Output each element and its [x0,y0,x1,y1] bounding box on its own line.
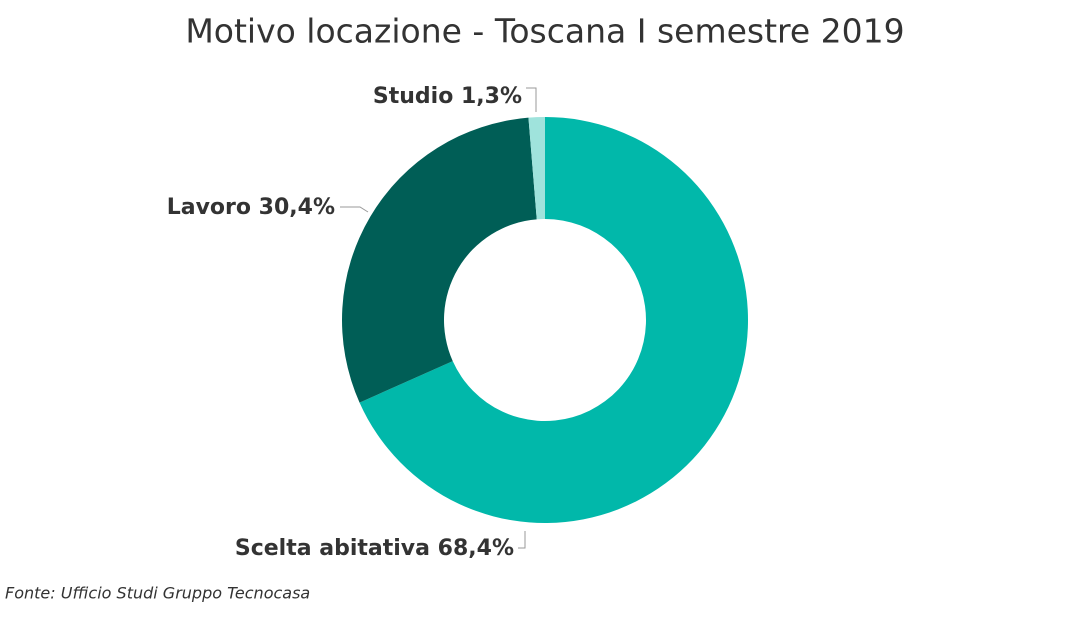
donut-slice [359,117,748,523]
value-label: 1,3% [461,84,522,109]
source-note: Fonte: Ufficio Studi Gruppo Tecnocasa [5,584,310,603]
leader-line [526,87,537,112]
donut-slice [528,117,545,220]
category-name: Studio [373,84,453,109]
leader-line [518,531,526,549]
data-label: Studio 1,3% [373,84,522,109]
category-name: Lavoro [167,195,251,220]
data-label: Lavoro 30,4% [167,195,335,220]
value-label: 68,4% [438,536,514,561]
data-label: Scelta abitativa 68,4% [235,536,514,561]
leader-line [340,206,369,213]
value-label: 30,4% [259,195,335,220]
chart-title: Motivo locazione - Toscana I semestre 20… [185,12,904,51]
donut-slice [342,117,537,403]
category-name: Scelta abitativa [235,536,430,561]
